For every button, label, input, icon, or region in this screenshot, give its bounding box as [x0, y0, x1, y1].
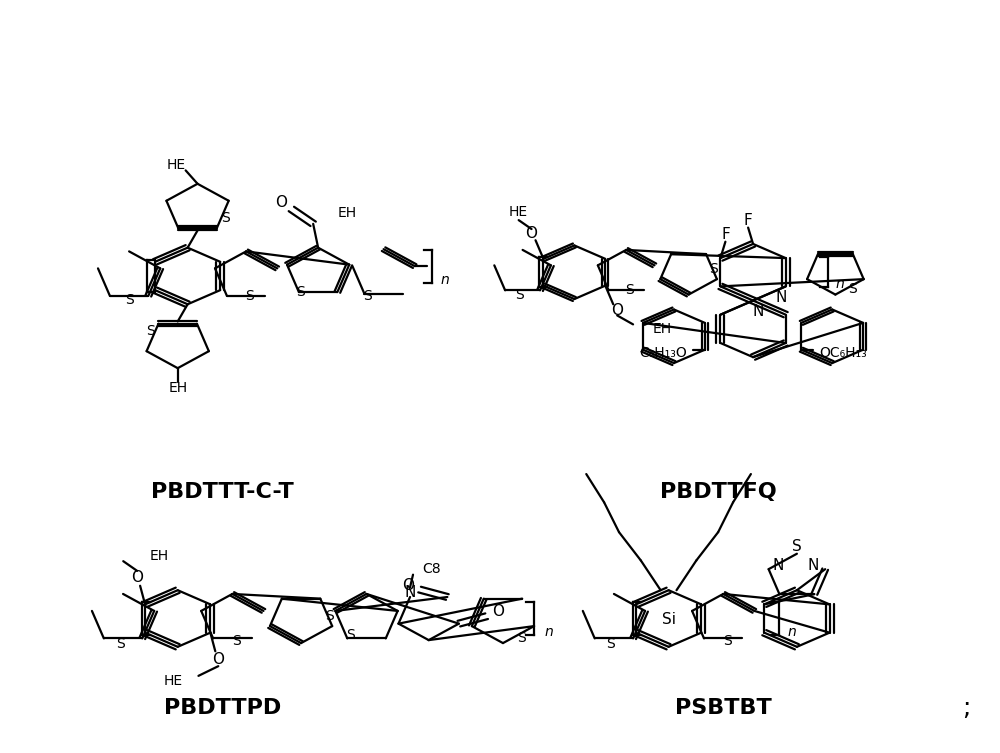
Text: S: S: [607, 637, 615, 651]
Text: n: n: [788, 625, 796, 639]
Text: PBDTTT-C-T: PBDTTT-C-T: [151, 482, 294, 502]
Text: O: O: [526, 226, 538, 241]
Text: S: S: [723, 633, 732, 648]
Text: EH: EH: [150, 549, 169, 563]
Text: C8: C8: [422, 562, 441, 576]
Text: S: S: [125, 294, 133, 307]
Text: S: S: [363, 289, 372, 303]
Text: O: O: [402, 578, 414, 593]
Text: n: n: [440, 273, 449, 287]
Text: C₆H₁₃O: C₆H₁₃O: [639, 346, 687, 361]
Text: S: S: [232, 633, 241, 648]
Text: S: S: [346, 629, 355, 642]
Text: EH: EH: [653, 322, 672, 336]
Text: S: S: [146, 324, 155, 338]
Text: Si: Si: [662, 611, 676, 626]
Text: S: S: [221, 212, 230, 225]
Text: EH: EH: [168, 381, 187, 395]
Text: S: S: [792, 539, 802, 553]
Text: ;: ;: [962, 696, 970, 720]
Text: S: S: [116, 636, 124, 651]
Text: OC₆H₁₃: OC₆H₁₃: [819, 346, 867, 361]
Text: PBDTTFQ: PBDTTFQ: [660, 482, 777, 502]
Text: PBDTTPD: PBDTTPD: [164, 698, 281, 718]
Text: S: S: [625, 283, 633, 297]
Text: N: N: [775, 290, 786, 305]
Text: HE: HE: [509, 205, 528, 219]
Text: N: N: [773, 558, 784, 573]
Text: N: N: [808, 558, 819, 573]
Text: F: F: [744, 212, 752, 227]
Text: N: N: [404, 585, 416, 600]
Text: n: n: [545, 625, 553, 639]
Text: O: O: [275, 196, 287, 211]
Text: F: F: [721, 227, 730, 242]
Text: O: O: [611, 303, 623, 319]
Text: HE: HE: [163, 674, 183, 688]
Text: N: N: [752, 304, 764, 319]
Text: S: S: [709, 262, 718, 276]
Text: O: O: [493, 604, 505, 619]
Text: S: S: [515, 288, 524, 302]
Text: EH: EH: [338, 206, 357, 220]
Text: S: S: [245, 289, 253, 303]
Text: n: n: [835, 277, 844, 291]
Text: S: S: [848, 282, 857, 296]
Text: O: O: [212, 652, 224, 667]
Text: S: S: [325, 609, 334, 623]
Text: O: O: [131, 570, 143, 585]
Text: S: S: [297, 285, 305, 299]
Text: PSBTBT: PSBTBT: [675, 698, 772, 718]
Text: HE: HE: [166, 158, 185, 172]
Text: S: S: [517, 630, 526, 645]
